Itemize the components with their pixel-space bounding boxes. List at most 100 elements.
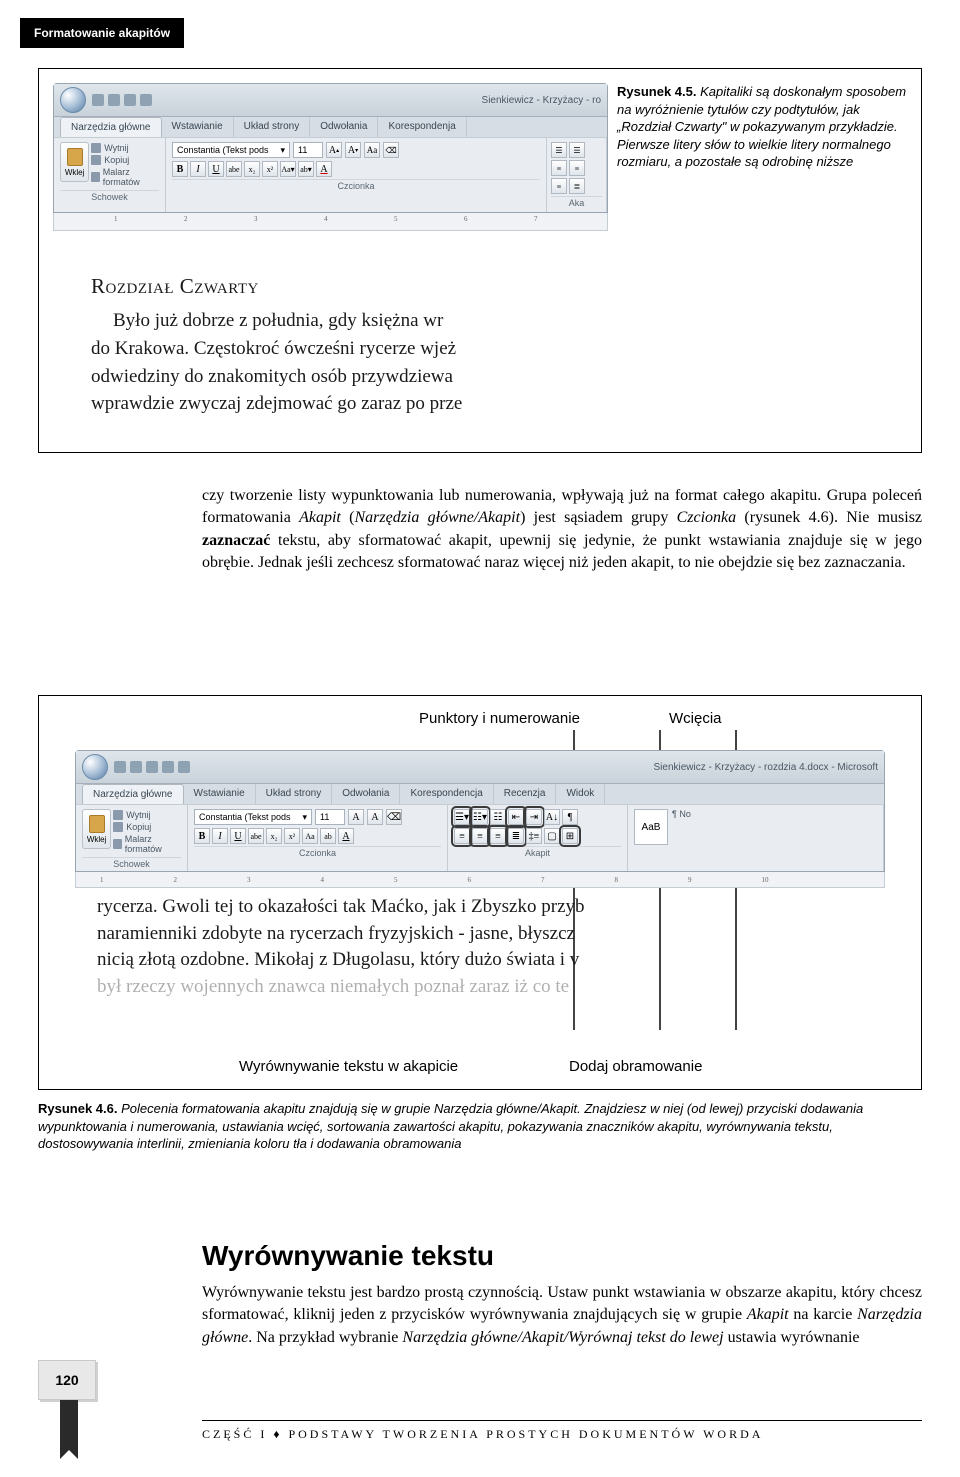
justify-button[interactable]: ≣	[569, 178, 585, 194]
font-size-combo[interactable]: 11	[315, 809, 345, 825]
tab-references[interactable]: Odwołania	[332, 784, 400, 804]
strike-button[interactable]: abe	[248, 828, 264, 844]
document-text-46: rycerza. Gwoli tej to okazałości tak Mać…	[97, 894, 885, 1000]
paragraph-group-partial: ☰ ☰ ≡ ≡ ≡ ≣ Aka	[547, 138, 607, 212]
chevron-down-icon: ▾	[280, 145, 285, 156]
font-size-combo[interactable]: 11	[293, 142, 323, 158]
underline-button[interactable]: U	[230, 828, 246, 844]
chevron-down-icon: ▾	[302, 812, 307, 823]
line-spacing-button[interactable]: ‡≡	[526, 828, 542, 844]
text-effects-button[interactable]: Aa▾	[280, 161, 296, 177]
superscript-button[interactable]: x²	[262, 161, 278, 177]
format-painter-button[interactable]: Malarz formatów	[91, 166, 159, 188]
subscript-button[interactable]: x₂	[244, 161, 260, 177]
grow-font-button[interactable]: A▴	[326, 142, 342, 158]
strike-button[interactable]: abe	[226, 161, 242, 177]
sort-button[interactable]: A↓	[544, 809, 560, 825]
callout-bullets: Punktory i numerowanie	[419, 710, 580, 727]
copy-button[interactable]: Kopiuj	[113, 821, 181, 833]
tab-insert[interactable]: Wstawianie	[162, 117, 234, 137]
paste-button[interactable]: Wklej	[82, 809, 111, 849]
copy-button[interactable]: Kopiuj	[91, 154, 159, 166]
tab-mailings[interactable]: Korespondenja	[378, 117, 466, 137]
bold-button[interactable]: B	[194, 828, 210, 844]
callout-align: Wyrównywanie tekstu w akapicie	[239, 1058, 458, 1075]
tab-mailings[interactable]: Korespondencja	[400, 784, 493, 804]
clear-format-button[interactable]: ⌫	[383, 142, 399, 158]
numbering-button[interactable]: ☰	[569, 142, 585, 158]
align-center-button[interactable]: ≡	[472, 828, 488, 844]
office-button-icon[interactable]	[60, 87, 86, 113]
tab-home[interactable]: Narzędzia główne	[60, 117, 162, 137]
office-button-icon[interactable]	[82, 754, 108, 780]
figure-4-6-container: Punktory i numerowanie Wcięcia Wyrównywa…	[38, 695, 922, 1153]
highlight-button[interactable]: ab▾	[298, 161, 314, 177]
format-painter-button[interactable]: Malarz formatów	[113, 833, 181, 855]
font-group-label: Czcionka	[172, 179, 540, 191]
change-case-button[interactable]: Aa	[364, 142, 380, 158]
bullets-button[interactable]: ☰	[551, 142, 567, 158]
tab-layout[interactable]: Układ strony	[234, 117, 311, 137]
tab-home[interactable]: Narzędzia główne	[82, 784, 184, 804]
highlight-button[interactable]: ab	[320, 828, 336, 844]
clipboard-group: Wklej Wytnij Kopiuj Malarz formatów Scho…	[76, 805, 188, 871]
copy-icon	[113, 822, 123, 832]
copy-icon	[91, 155, 101, 165]
doc-line: odwiedziny do znakomitych osób przywdzie…	[91, 363, 608, 391]
tab-view[interactable]: Widok	[556, 784, 605, 804]
multilevel-button[interactable]: ☷	[490, 809, 506, 825]
clipboard-group: Wklej Wytnij Kopiuj Malarz formatów Scho…	[54, 138, 166, 212]
shrink-font-button[interactable]: A▾	[345, 142, 361, 158]
font-name-combo[interactable]: Constantia (Tekst pods▾	[172, 142, 290, 158]
font-color-button[interactable]: A	[316, 161, 332, 177]
align-left-button[interactable]: ≡	[454, 828, 470, 844]
text-effects-button[interactable]: Aa	[302, 828, 318, 844]
quick-access-toolbar[interactable]	[114, 761, 190, 773]
tab-references[interactable]: Odwołania	[310, 117, 378, 137]
subscript-button[interactable]: x₂	[266, 828, 282, 844]
horizontal-ruler[interactable]: 1 2 3 4 5 6 7 8 9 10	[75, 872, 885, 888]
increase-indent-button[interactable]: ⇥	[526, 809, 542, 825]
italic-button[interactable]: I	[190, 161, 206, 177]
font-group: Constantia (Tekst pods▾ 11 A A ⌫ B I U a…	[188, 805, 448, 871]
borders-button[interactable]: ⊞	[562, 828, 578, 844]
align-center-button[interactable]: ≡	[569, 160, 585, 176]
font-name-combo[interactable]: Constantia (Tekst pods▾	[194, 809, 312, 825]
align-right-button[interactable]: ≡	[490, 828, 506, 844]
clipboard-group-label: Schowek	[82, 857, 181, 869]
cut-button[interactable]: Wytnij	[113, 809, 181, 821]
brush-icon	[91, 172, 99, 182]
quick-access-toolbar[interactable]	[92, 94, 152, 106]
font-color-button[interactable]: A	[338, 828, 354, 844]
clear-format-button[interactable]: ⌫	[386, 809, 402, 825]
paste-button[interactable]: Wklej	[60, 142, 89, 182]
shrink-font-button[interactable]: A	[367, 809, 383, 825]
superscript-button[interactable]: x²	[284, 828, 300, 844]
font-group-label: Czcionka	[194, 846, 441, 858]
grow-font-button[interactable]: A	[348, 809, 364, 825]
tab-review[interactable]: Recenzja	[494, 784, 557, 804]
italic-button[interactable]: I	[212, 828, 228, 844]
decrease-indent-button[interactable]: ⇤	[508, 809, 524, 825]
figure-4-5-caption: Rysunek 4.5. Kapitaliki są doskonałym sp…	[617, 83, 907, 171]
ribbon-tabs: Narzędzia główne Wstawianie Układ strony…	[76, 784, 884, 804]
underline-button[interactable]: U	[208, 161, 224, 177]
bullets-button[interactable]: ☰▾	[454, 809, 470, 825]
scissors-icon	[91, 143, 101, 153]
tab-insert[interactable]: Wstawianie	[184, 784, 256, 804]
tab-layout[interactable]: Układ strony	[256, 784, 333, 804]
align-right-button[interactable]: ≡	[551, 178, 567, 194]
shading-button[interactable]: ▢	[544, 828, 560, 844]
show-marks-button[interactable]: ¶	[562, 809, 578, 825]
bold-button[interactable]: B	[172, 161, 188, 177]
justify-button[interactable]: ≣	[508, 828, 524, 844]
doc-line: Było już dobrze z południa, gdy księżna …	[91, 307, 608, 335]
style-preview[interactable]: AaB	[634, 809, 668, 845]
numbering-button[interactable]: ☷▾	[472, 809, 488, 825]
horizontal-ruler[interactable]: 1 2 3 4 5 6 7	[53, 213, 608, 231]
align-left-button[interactable]: ≡	[551, 160, 567, 176]
word-ribbon-45: Sienkiewicz - Krzyżacy - ro Narzędzia gł…	[53, 83, 608, 418]
callout-indent: Wcięcia	[669, 710, 722, 727]
font-group: Constantia (Tekst pods▾ 11 A▴ A▾ Aa ⌫ B …	[166, 138, 547, 212]
cut-button[interactable]: Wytnij	[91, 142, 159, 154]
